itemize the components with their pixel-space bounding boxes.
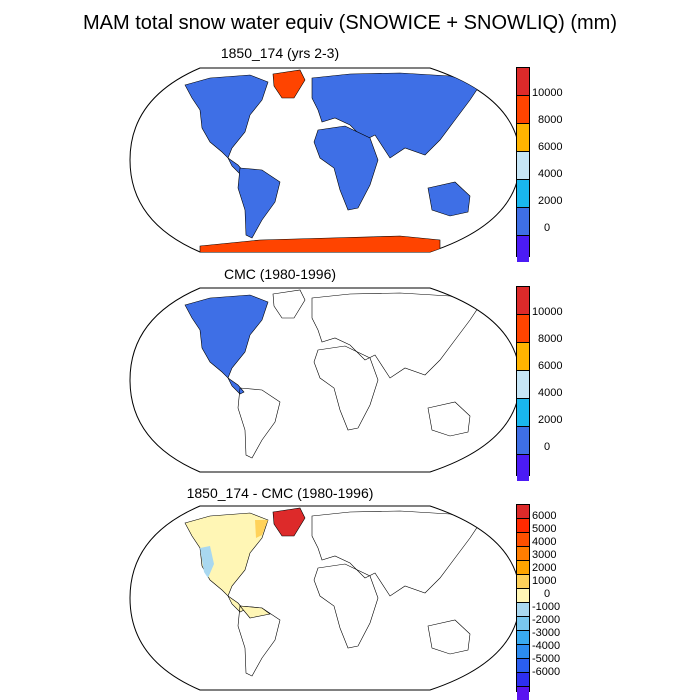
colorbar-tick-label: 10000 [532, 306, 563, 318]
swatch [517, 560, 529, 574]
swatch [517, 123, 529, 151]
colorbar-tick-label: 2000 [538, 195, 563, 207]
colorbar-tick-label: -6000 [532, 666, 561, 678]
land-africa [313, 345, 379, 431]
land-eurasia [311, 292, 481, 379]
swatch [517, 616, 529, 630]
swatch [517, 68, 529, 95]
land-australia [427, 619, 471, 655]
colorbar-tick-label: 6000 [538, 360, 563, 372]
region-negative-west [200, 546, 214, 578]
world-map-model [129, 67, 521, 253]
land-north-america [184, 294, 269, 379]
colorbar-tick-label: 4000 [538, 168, 563, 180]
land-australia [427, 401, 471, 437]
panel-title: 1850_174 - CMC (1980-1996) [186, 485, 374, 501]
colorbar-tick-label: 4000 [538, 387, 563, 399]
swatch [517, 518, 529, 532]
swatch [517, 151, 529, 179]
land-north-america [184, 512, 269, 597]
swatch [517, 398, 529, 426]
land-africa [313, 563, 379, 649]
swatch [517, 644, 529, 658]
colorbar-tick-label: 10000 [532, 87, 563, 99]
land-australia [427, 181, 471, 217]
swatch [517, 574, 529, 588]
colorbar-tick-label: 4000 [532, 536, 557, 548]
colorbar-tick-label: 2000 [538, 414, 563, 426]
swatch [517, 207, 529, 235]
land-greenland [272, 289, 306, 319]
region-positive-northeast [255, 520, 268, 538]
swatch [517, 505, 529, 518]
colorbar-tick-label: -2000 [532, 614, 561, 626]
panel-model: 1850_174 (yrs 2-3) [0, 40, 700, 262]
colorbar-tick-label: -1000 [532, 601, 561, 613]
map-outline [129, 287, 521, 473]
swatch [517, 602, 529, 616]
figure-title: MAM total snow water equiv (SNOWICE + SN… [83, 12, 617, 34]
swatch [517, 426, 529, 454]
colorbar-tick-label: 0 [544, 222, 551, 234]
land-africa [313, 125, 379, 211]
colorbar-tick-label: -4000 [532, 640, 561, 652]
colorbar-tick-label: 8000 [538, 333, 563, 345]
world-map-observations [129, 287, 521, 473]
world-map-difference [129, 505, 521, 691]
land-greenland [272, 69, 306, 99]
colorbar-tick-label: 2000 [532, 562, 557, 574]
swatch [517, 532, 529, 546]
swatch [517, 588, 529, 602]
swatch [517, 287, 529, 314]
colorbar-tick-label: -3000 [532, 627, 561, 639]
swatch [517, 314, 529, 342]
colorbar-tick-label: 0 [544, 588, 551, 600]
colorbar-tick-label: 5000 [532, 523, 557, 535]
colorbar-swatches [516, 504, 530, 700]
land-antarctica [199, 235, 441, 252]
panel-observations: CMC (1980-1996) 10000 8000 6000 400 [0, 262, 700, 482]
colorbar-tick-label: 8000 [538, 114, 563, 126]
land-north-america [184, 74, 269, 159]
swatch [517, 235, 529, 262]
swatch [517, 179, 529, 207]
land-eurasia [311, 72, 481, 159]
swatch [517, 686, 529, 700]
land-eurasia [311, 510, 481, 597]
region-south-america-positive [239, 605, 271, 619]
swatch [517, 658, 529, 672]
swatch [517, 95, 529, 123]
swatch [517, 630, 529, 644]
colorbar-swatches [516, 286, 530, 481]
colorbar-tick-label: 3000 [532, 549, 557, 561]
swatch [517, 546, 529, 560]
swatch [517, 342, 529, 370]
colorbar-tick-label: -5000 [532, 653, 561, 665]
colorbar-swatches [516, 67, 530, 262]
panel-title: CMC (1980-1996) [223, 266, 337, 282]
panel-title: 1850_174 (yrs 2-3) [220, 45, 340, 61]
colorbar-tick-label: 6000 [538, 141, 563, 153]
colorbar-tick-label: 6000 [532, 510, 557, 522]
swatch [517, 454, 529, 481]
colorbar-tick-label: 1000 [532, 575, 557, 587]
land-south-america [237, 387, 281, 459]
colorbar-tick-label: 0 [544, 441, 551, 453]
swatch [517, 370, 529, 398]
map-outline [129, 505, 521, 691]
land-south-america [237, 605, 281, 677]
land-south-america [237, 167, 281, 239]
panel-difference: 1850_174 - CMC (1980-1996) [0, 480, 700, 700]
swatch [517, 672, 529, 686]
land-greenland [272, 507, 306, 537]
